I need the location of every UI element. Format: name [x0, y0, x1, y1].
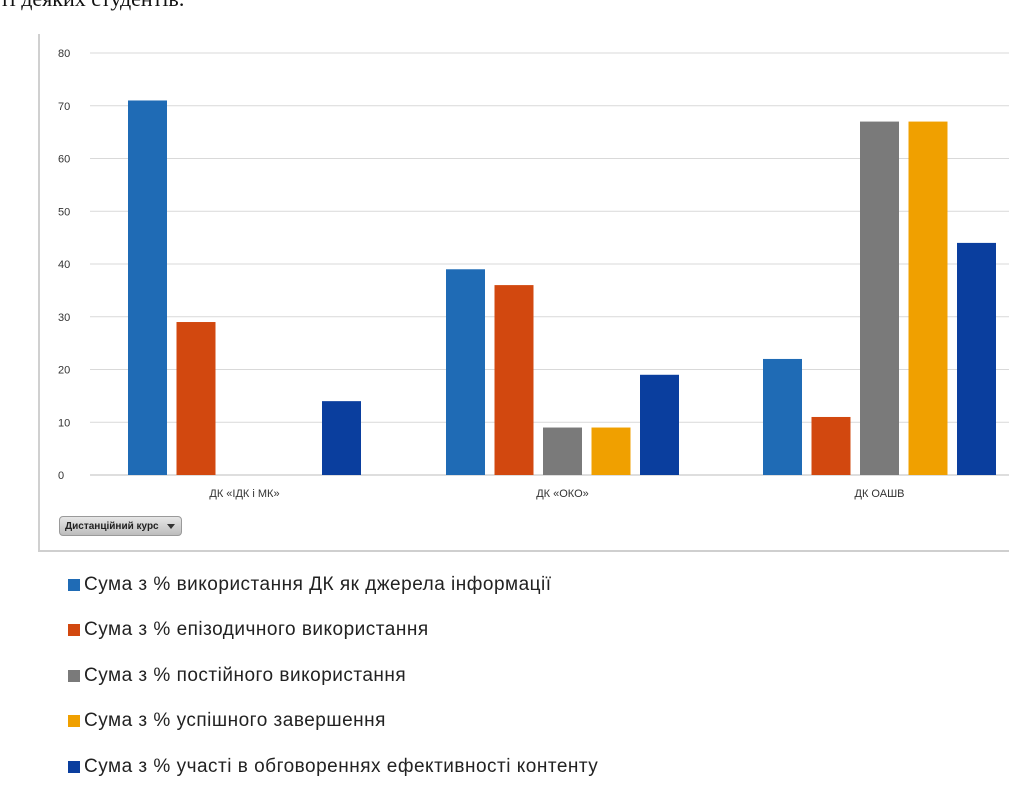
y-tick-label: 10	[58, 417, 70, 429]
bar	[763, 358, 802, 475]
legend-item: Сума з % використання ДК як джерела інфо…	[68, 562, 988, 608]
x-category-label: ДК «ІДК і МК»	[209, 488, 279, 500]
legend-item: Сума з % епізодичного використання	[68, 608, 988, 654]
y-tick-label: 30	[58, 312, 70, 324]
bar	[640, 374, 679, 475]
bar	[176, 322, 216, 475]
legend-swatch	[68, 624, 80, 637]
bar	[957, 242, 996, 475]
legend-swatch	[68, 760, 80, 773]
legend-label: Сума з % участі в обговореннях ефективно…	[84, 755, 599, 777]
legend-label: Сума з % використання ДК як джерела інфо…	[84, 573, 552, 595]
bar	[446, 269, 485, 475]
legend-swatch	[68, 578, 80, 591]
y-tick-label: 80	[58, 48, 70, 60]
bar	[543, 427, 582, 475]
legend-label: Сума з % успішного завершення	[84, 710, 386, 732]
bar	[860, 121, 899, 475]
y-tick-label: 40	[58, 259, 70, 271]
x-category-label: ДК ОАШВ	[855, 488, 905, 500]
bar-chart: 0 10 20 30 40 50 60 70 80 ДК «ІДК і МК» ДК «ОКО» ДК…	[58, 48, 1009, 500]
y-tick-label: 20	[58, 365, 70, 377]
bar	[322, 401, 361, 475]
bar	[128, 100, 167, 475]
legend-swatch	[68, 669, 80, 682]
legend-swatch	[68, 715, 80, 728]
legend-label: Сума з % епізодичного використання	[84, 619, 429, 641]
legend-item: Сума з % участі в обговореннях ефективно…	[68, 744, 988, 790]
bar	[811, 416, 851, 475]
course-filter-label: Дистанційний курс	[65, 521, 159, 532]
legend-item: Сума з % успішного завершення	[68, 699, 988, 745]
bar	[591, 427, 631, 475]
chart-frame-left-border	[38, 34, 40, 552]
x-category-label: ДК «ОКО»	[536, 488, 589, 500]
chart-frame-bottom-border	[38, 550, 1009, 552]
chart-legend: Сума з % використання ДК як джерела інфо…	[68, 562, 988, 790]
y-tick-label: 50	[58, 206, 70, 218]
page-top-text: ті деяких студентів.	[0, 0, 184, 12]
y-tick-label: 0	[58, 470, 64, 482]
course-filter-button[interactable]: Дистанційний курс	[59, 516, 182, 536]
chevron-down-icon[interactable]	[166, 524, 175, 529]
bar	[494, 285, 534, 475]
y-tick-label: 70	[58, 101, 70, 113]
bar	[908, 121, 948, 475]
legend-label: Сума з % постійного використання	[84, 664, 407, 686]
legend-item: Сума з % постійного використання	[68, 653, 988, 699]
y-tick-label: 60	[58, 154, 70, 166]
